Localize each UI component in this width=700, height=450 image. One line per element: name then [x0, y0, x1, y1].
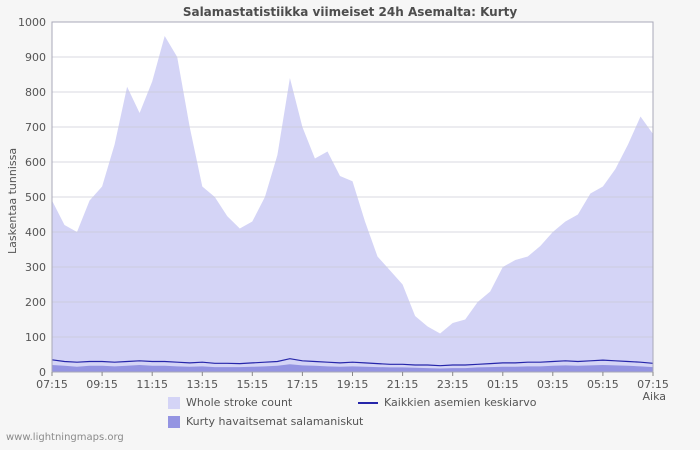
svg-text:900: 900: [25, 51, 46, 64]
legend-item-whole-stroke-count: Whole stroke count: [168, 396, 292, 409]
legend-label: Kaikkien asemien keskiarvo: [384, 396, 537, 409]
legend-label: Whole stroke count: [186, 396, 293, 409]
x-axis-label: Aika: [642, 390, 667, 403]
svg-text:15:15: 15:15: [236, 378, 268, 391]
svg-text:800: 800: [25, 86, 46, 99]
legend-line-swatch-average: [358, 401, 378, 404]
svg-text:0: 0: [39, 366, 46, 379]
svg-text:19:15: 19:15: [337, 378, 369, 391]
svg-text:700: 700: [25, 121, 46, 134]
svg-text:100: 100: [25, 331, 46, 344]
legend-swatch-whole-stroke-count: [168, 396, 180, 409]
watermark-link: www.lightningmaps.org: [6, 432, 124, 443]
legend-item-kurty-detected-strokes: Kurty havaitsemat salamaniskut: [168, 415, 363, 428]
chart-title: Salamastatistiikka viimeiset 24h Asemalt…: [182, 5, 518, 19]
svg-text:500: 500: [25, 191, 46, 204]
svg-text:05:15: 05:15: [587, 378, 619, 391]
svg-text:07:15: 07:15: [637, 378, 669, 391]
svg-text:07:15: 07:15: [36, 378, 68, 391]
svg-text:01:15: 01:15: [487, 378, 519, 391]
svg-text:400: 400: [25, 226, 46, 239]
svg-text:23:15: 23:15: [437, 378, 469, 391]
svg-text:300: 300: [25, 261, 46, 274]
svg-text:11:15: 11:15: [136, 378, 168, 391]
svg-text:03:15: 03:15: [537, 378, 569, 391]
svg-text:17:15: 17:15: [287, 378, 319, 391]
svg-text:09:15: 09:15: [86, 378, 118, 391]
svg-text:1000: 1000: [18, 16, 46, 29]
legend-label: Kurty havaitsemat salamaniskut: [186, 415, 364, 428]
svg-text:13:15: 13:15: [186, 378, 218, 391]
legend-item-all-stations-average: Kaikkien asemien keskiarvo: [358, 396, 537, 409]
legend-swatch-kurty-detected: [168, 415, 180, 428]
svg-text:21:15: 21:15: [387, 378, 419, 391]
svg-text:600: 600: [25, 156, 46, 169]
svg-text:200: 200: [25, 296, 46, 309]
